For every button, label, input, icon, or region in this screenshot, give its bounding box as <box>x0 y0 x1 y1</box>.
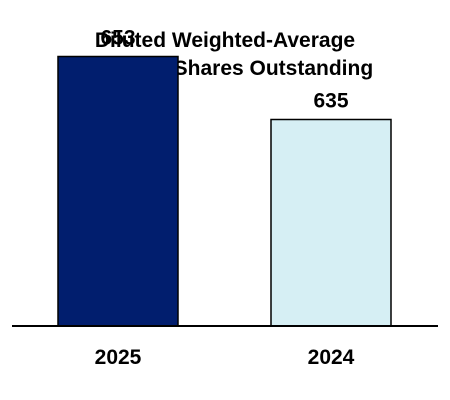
labels-layer: 653 2025 635 2024 <box>95 27 355 370</box>
chart-title-line-1: Diluted Weighted-Average <box>94 29 356 52</box>
x-tick-label-2025: 2025 <box>95 346 142 369</box>
bar-value-label-2024: 635 <box>313 90 348 113</box>
x-tick-label-2024: 2024 <box>308 346 355 369</box>
bar-value-label-2025: 653 <box>100 27 135 50</box>
bar-2024 <box>270 118 392 327</box>
bar-2025 <box>57 55 179 327</box>
bars-layer <box>57 55 392 327</box>
